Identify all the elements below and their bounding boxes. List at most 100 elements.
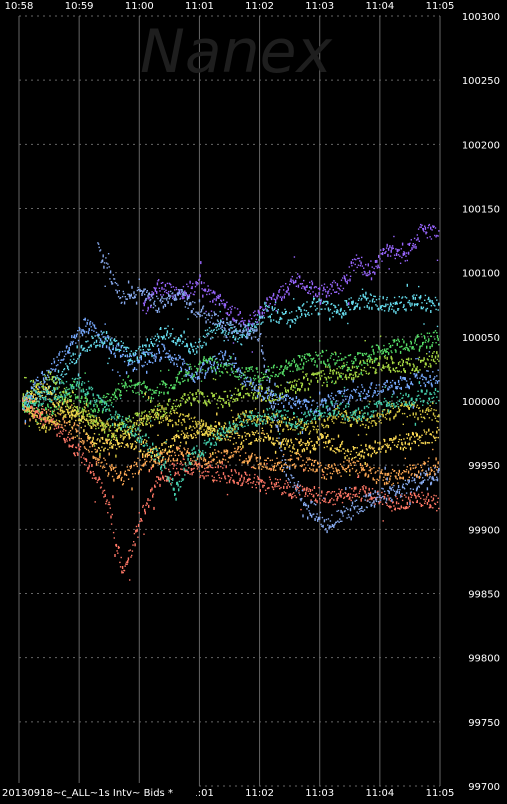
data-point (390, 345, 391, 348)
data-point (348, 451, 349, 452)
data-point (184, 380, 185, 381)
data-point (202, 424, 203, 427)
data-point (437, 467, 438, 468)
data-point (43, 417, 44, 418)
data-point (131, 555, 132, 556)
data-point (236, 418, 237, 421)
data-point (71, 446, 72, 447)
data-point (301, 313, 302, 316)
data-point (316, 286, 317, 287)
data-point (155, 390, 156, 391)
data-point (89, 420, 90, 421)
data-point (46, 409, 47, 410)
data-point (300, 509, 301, 510)
data-point (189, 452, 190, 453)
data-point (365, 462, 366, 465)
data-point (280, 385, 281, 386)
data-point (414, 342, 415, 343)
data-point (164, 291, 165, 292)
data-point (305, 445, 306, 446)
data-point (106, 422, 107, 423)
data-point (124, 570, 125, 571)
data-point (403, 360, 404, 363)
data-point (210, 454, 211, 457)
data-point (171, 341, 172, 342)
data-point (278, 295, 279, 296)
data-point (300, 465, 301, 466)
data-point (401, 477, 402, 478)
data-point (112, 495, 113, 498)
data-point (54, 409, 55, 410)
data-point (182, 396, 183, 397)
data-point (230, 327, 231, 328)
data-point (65, 406, 66, 407)
data-point (166, 333, 167, 336)
data-point (330, 447, 331, 450)
data-point (423, 463, 424, 464)
data-point (248, 433, 249, 434)
data-point (336, 311, 337, 314)
data-point (105, 448, 106, 449)
data-point (403, 424, 404, 425)
data-point (255, 314, 256, 315)
data-point (371, 447, 372, 448)
data-point (110, 507, 111, 508)
data-point (340, 373, 341, 374)
data-point (417, 366, 418, 367)
data-point (139, 413, 140, 414)
data-point (181, 378, 182, 379)
data-point (373, 497, 374, 498)
data-point (381, 492, 382, 493)
data-point (252, 326, 253, 327)
data-point (189, 428, 190, 429)
data-point (81, 427, 82, 428)
data-point (215, 436, 216, 437)
data-point (25, 394, 26, 397)
data-point (66, 440, 67, 441)
data-point (104, 341, 105, 342)
data-point (320, 502, 321, 503)
data-point (43, 428, 44, 429)
data-point (359, 458, 360, 459)
data-point (160, 327, 161, 330)
data-point (264, 302, 265, 305)
data-point (364, 367, 365, 368)
data-point (409, 506, 410, 507)
data-point (194, 291, 195, 292)
data-point (110, 425, 111, 426)
data-point (105, 459, 106, 460)
data-point (77, 345, 78, 348)
data-point (187, 344, 188, 347)
data-point (274, 309, 275, 310)
data-point (349, 420, 350, 421)
data-point (183, 286, 184, 287)
data-point (367, 359, 368, 362)
data-point (167, 325, 168, 326)
data-point (380, 501, 381, 502)
data-point (181, 452, 182, 455)
data-point (41, 409, 42, 410)
data-point (42, 406, 43, 407)
data-point (310, 459, 311, 460)
data-point (373, 298, 374, 299)
data-point (325, 289, 326, 290)
data-point (94, 478, 95, 479)
data-point (401, 473, 402, 474)
data-point (174, 452, 175, 453)
data-point (183, 432, 184, 433)
data-point (179, 382, 180, 385)
data-point (228, 461, 229, 462)
data-point (425, 433, 426, 434)
data-point (159, 479, 160, 480)
data-point (187, 294, 188, 297)
data-point (260, 456, 261, 459)
data-point (357, 454, 358, 455)
data-point (90, 422, 91, 423)
data-point (359, 411, 360, 414)
data-point (370, 367, 371, 368)
data-point (153, 398, 154, 399)
data-point (113, 532, 114, 533)
data-point (373, 367, 374, 368)
data-point (274, 307, 275, 308)
data-point (95, 345, 96, 348)
